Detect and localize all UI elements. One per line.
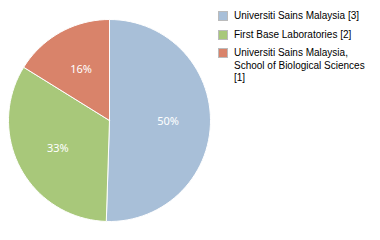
html-text:Universiti Sains Malaysia [3]: Universiti Sains Malaysia [3]: [234, 10, 359, 21]
svg-text:16%: 16%: [70, 61, 92, 76]
html-text:First Base Laboratories [2]: First Base Laboratories [2]: [234, 28, 352, 40]
svg-text:33%: 33%: [47, 140, 69, 155]
html-text:Universiti Sains Malaysia, Sch: Universiti Sains Malaysia, School of Bio…: [234, 47, 365, 83]
svg-text:50%: 50%: [157, 113, 179, 128]
